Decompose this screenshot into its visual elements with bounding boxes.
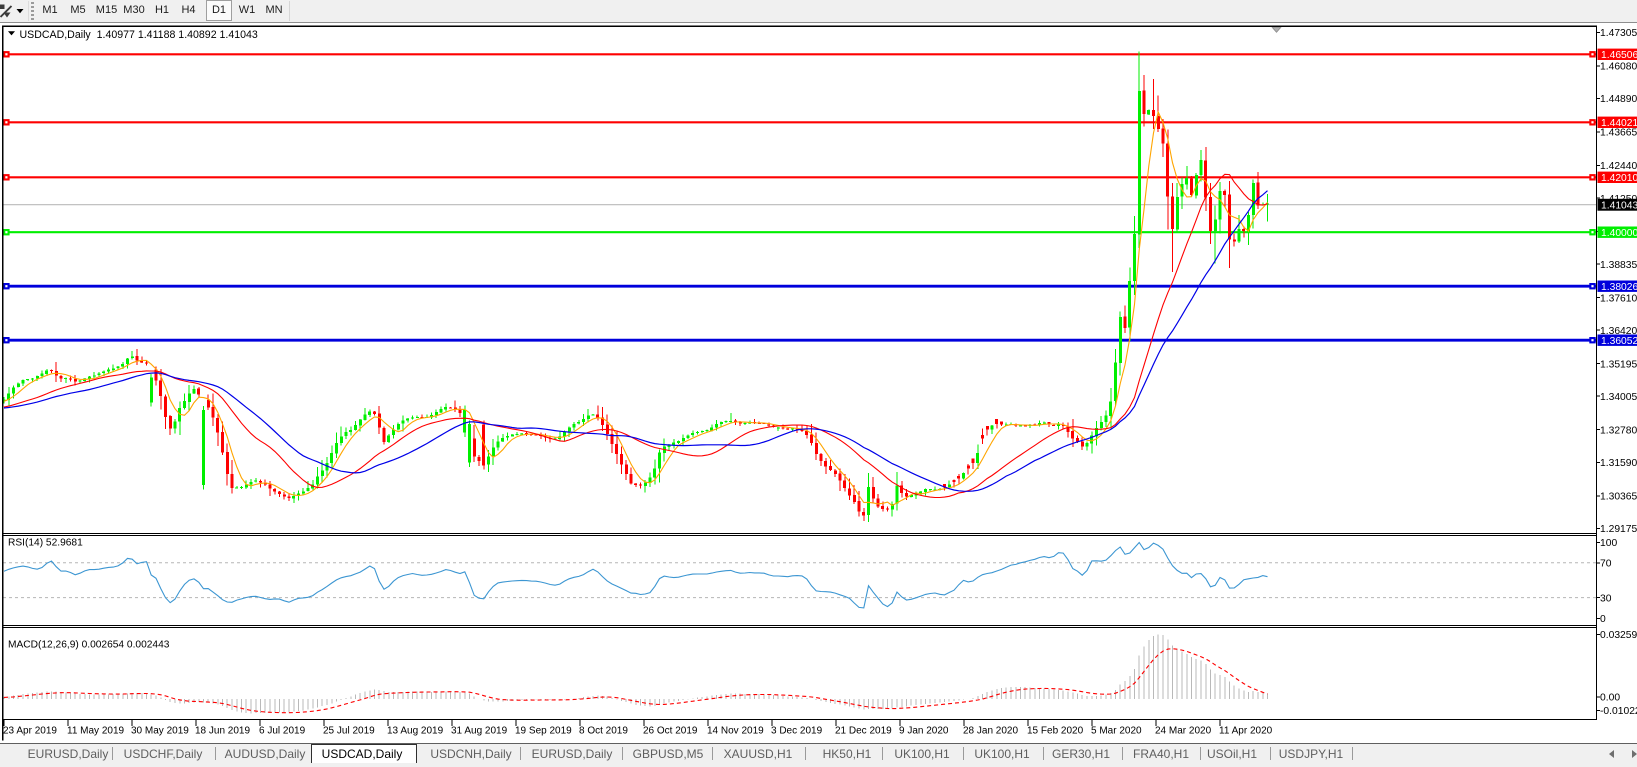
svg-text:1.38835: 1.38835 [1600, 260, 1637, 271]
svg-text:1.46080: 1.46080 [1600, 62, 1637, 73]
svg-text:1.35195: 1.35195 [1600, 359, 1637, 370]
svg-text:11 May 2019: 11 May 2019 [67, 726, 125, 737]
svg-text:28 Jan 2020: 28 Jan 2020 [963, 726, 1018, 737]
svg-text:1.43665: 1.43665 [1600, 128, 1637, 139]
svg-text:6 Jul 2019: 6 Jul 2019 [259, 726, 306, 737]
svg-text:5 Mar 2020: 5 Mar 2020 [1091, 726, 1142, 737]
svg-text:1.30365: 1.30365 [1600, 492, 1637, 503]
svg-text:15 Feb 2020: 15 Feb 2020 [1027, 726, 1084, 737]
svg-text:8 Oct 2019: 8 Oct 2019 [579, 726, 628, 737]
svg-text:11 Apr 2020: 11 Apr 2020 [1219, 726, 1273, 737]
svg-text:31 Aug 2019: 31 Aug 2019 [451, 726, 508, 737]
svg-text:24 Mar 2020: 24 Mar 2020 [1155, 726, 1212, 737]
svg-text:1.42010: 1.42010 [1601, 173, 1637, 184]
svg-text:0.032595: 0.032595 [1600, 630, 1637, 641]
svg-text:30: 30 [1600, 593, 1612, 604]
svg-text:19 Sep 2019: 19 Sep 2019 [515, 726, 572, 737]
svg-text:100: 100 [1600, 538, 1617, 549]
svg-text:1.31590: 1.31590 [1600, 458, 1637, 469]
svg-text:1.44021: 1.44021 [1601, 118, 1637, 129]
svg-text:9 Jan 2020: 9 Jan 2020 [899, 726, 949, 737]
svg-text:1.32780: 1.32780 [1600, 425, 1637, 436]
svg-text:70: 70 [1600, 559, 1612, 570]
svg-text:1.44890: 1.44890 [1600, 94, 1637, 105]
svg-text:26 Oct 2019: 26 Oct 2019 [643, 726, 698, 737]
svg-text:1.29175: 1.29175 [1600, 524, 1637, 535]
svg-text:1.36052: 1.36052 [1601, 336, 1637, 347]
svg-text:1.47305: 1.47305 [1600, 28, 1637, 39]
svg-text:1.41043: 1.41043 [1601, 200, 1637, 211]
svg-text:18 Jun 2019: 18 Jun 2019 [195, 726, 250, 737]
svg-text:21 Dec 2019: 21 Dec 2019 [835, 726, 892, 737]
svg-text:14 Nov 2019: 14 Nov 2019 [707, 726, 764, 737]
svg-text:0: 0 [1600, 614, 1606, 625]
svg-text:USDCAD,Daily 1.40977 1.41188: USDCAD,Daily 1.40977 1.41188 1.40892 1.4… [20, 29, 258, 41]
svg-text:1.34005: 1.34005 [1600, 392, 1637, 403]
svg-text:23 Apr 2019: 23 Apr 2019 [3, 726, 57, 737]
svg-text:MACD(12,26,9) 0.002654 0.00244: MACD(12,26,9) 0.002654 0.002443 [8, 640, 170, 651]
svg-text:30 May 2019: 30 May 2019 [131, 726, 189, 737]
svg-text:1.36420: 1.36420 [1600, 326, 1637, 337]
svg-text:3 Dec 2019: 3 Dec 2019 [771, 726, 823, 737]
svg-text:1.42440: 1.42440 [1600, 161, 1637, 172]
svg-text:1.40000: 1.40000 [1601, 228, 1637, 239]
svg-text:25 Jul 2019: 25 Jul 2019 [323, 726, 375, 737]
svg-text:-0.010227: -0.010227 [1600, 706, 1637, 717]
svg-text:13 Aug 2019: 13 Aug 2019 [387, 726, 444, 737]
svg-text:1.38026: 1.38026 [1601, 282, 1637, 293]
svg-text:RSI(14) 52.9681: RSI(14) 52.9681 [8, 538, 83, 549]
svg-text:0.00: 0.00 [1600, 693, 1620, 704]
svg-text:1.46506: 1.46506 [1601, 50, 1637, 61]
svg-text:1.37610: 1.37610 [1600, 293, 1637, 304]
